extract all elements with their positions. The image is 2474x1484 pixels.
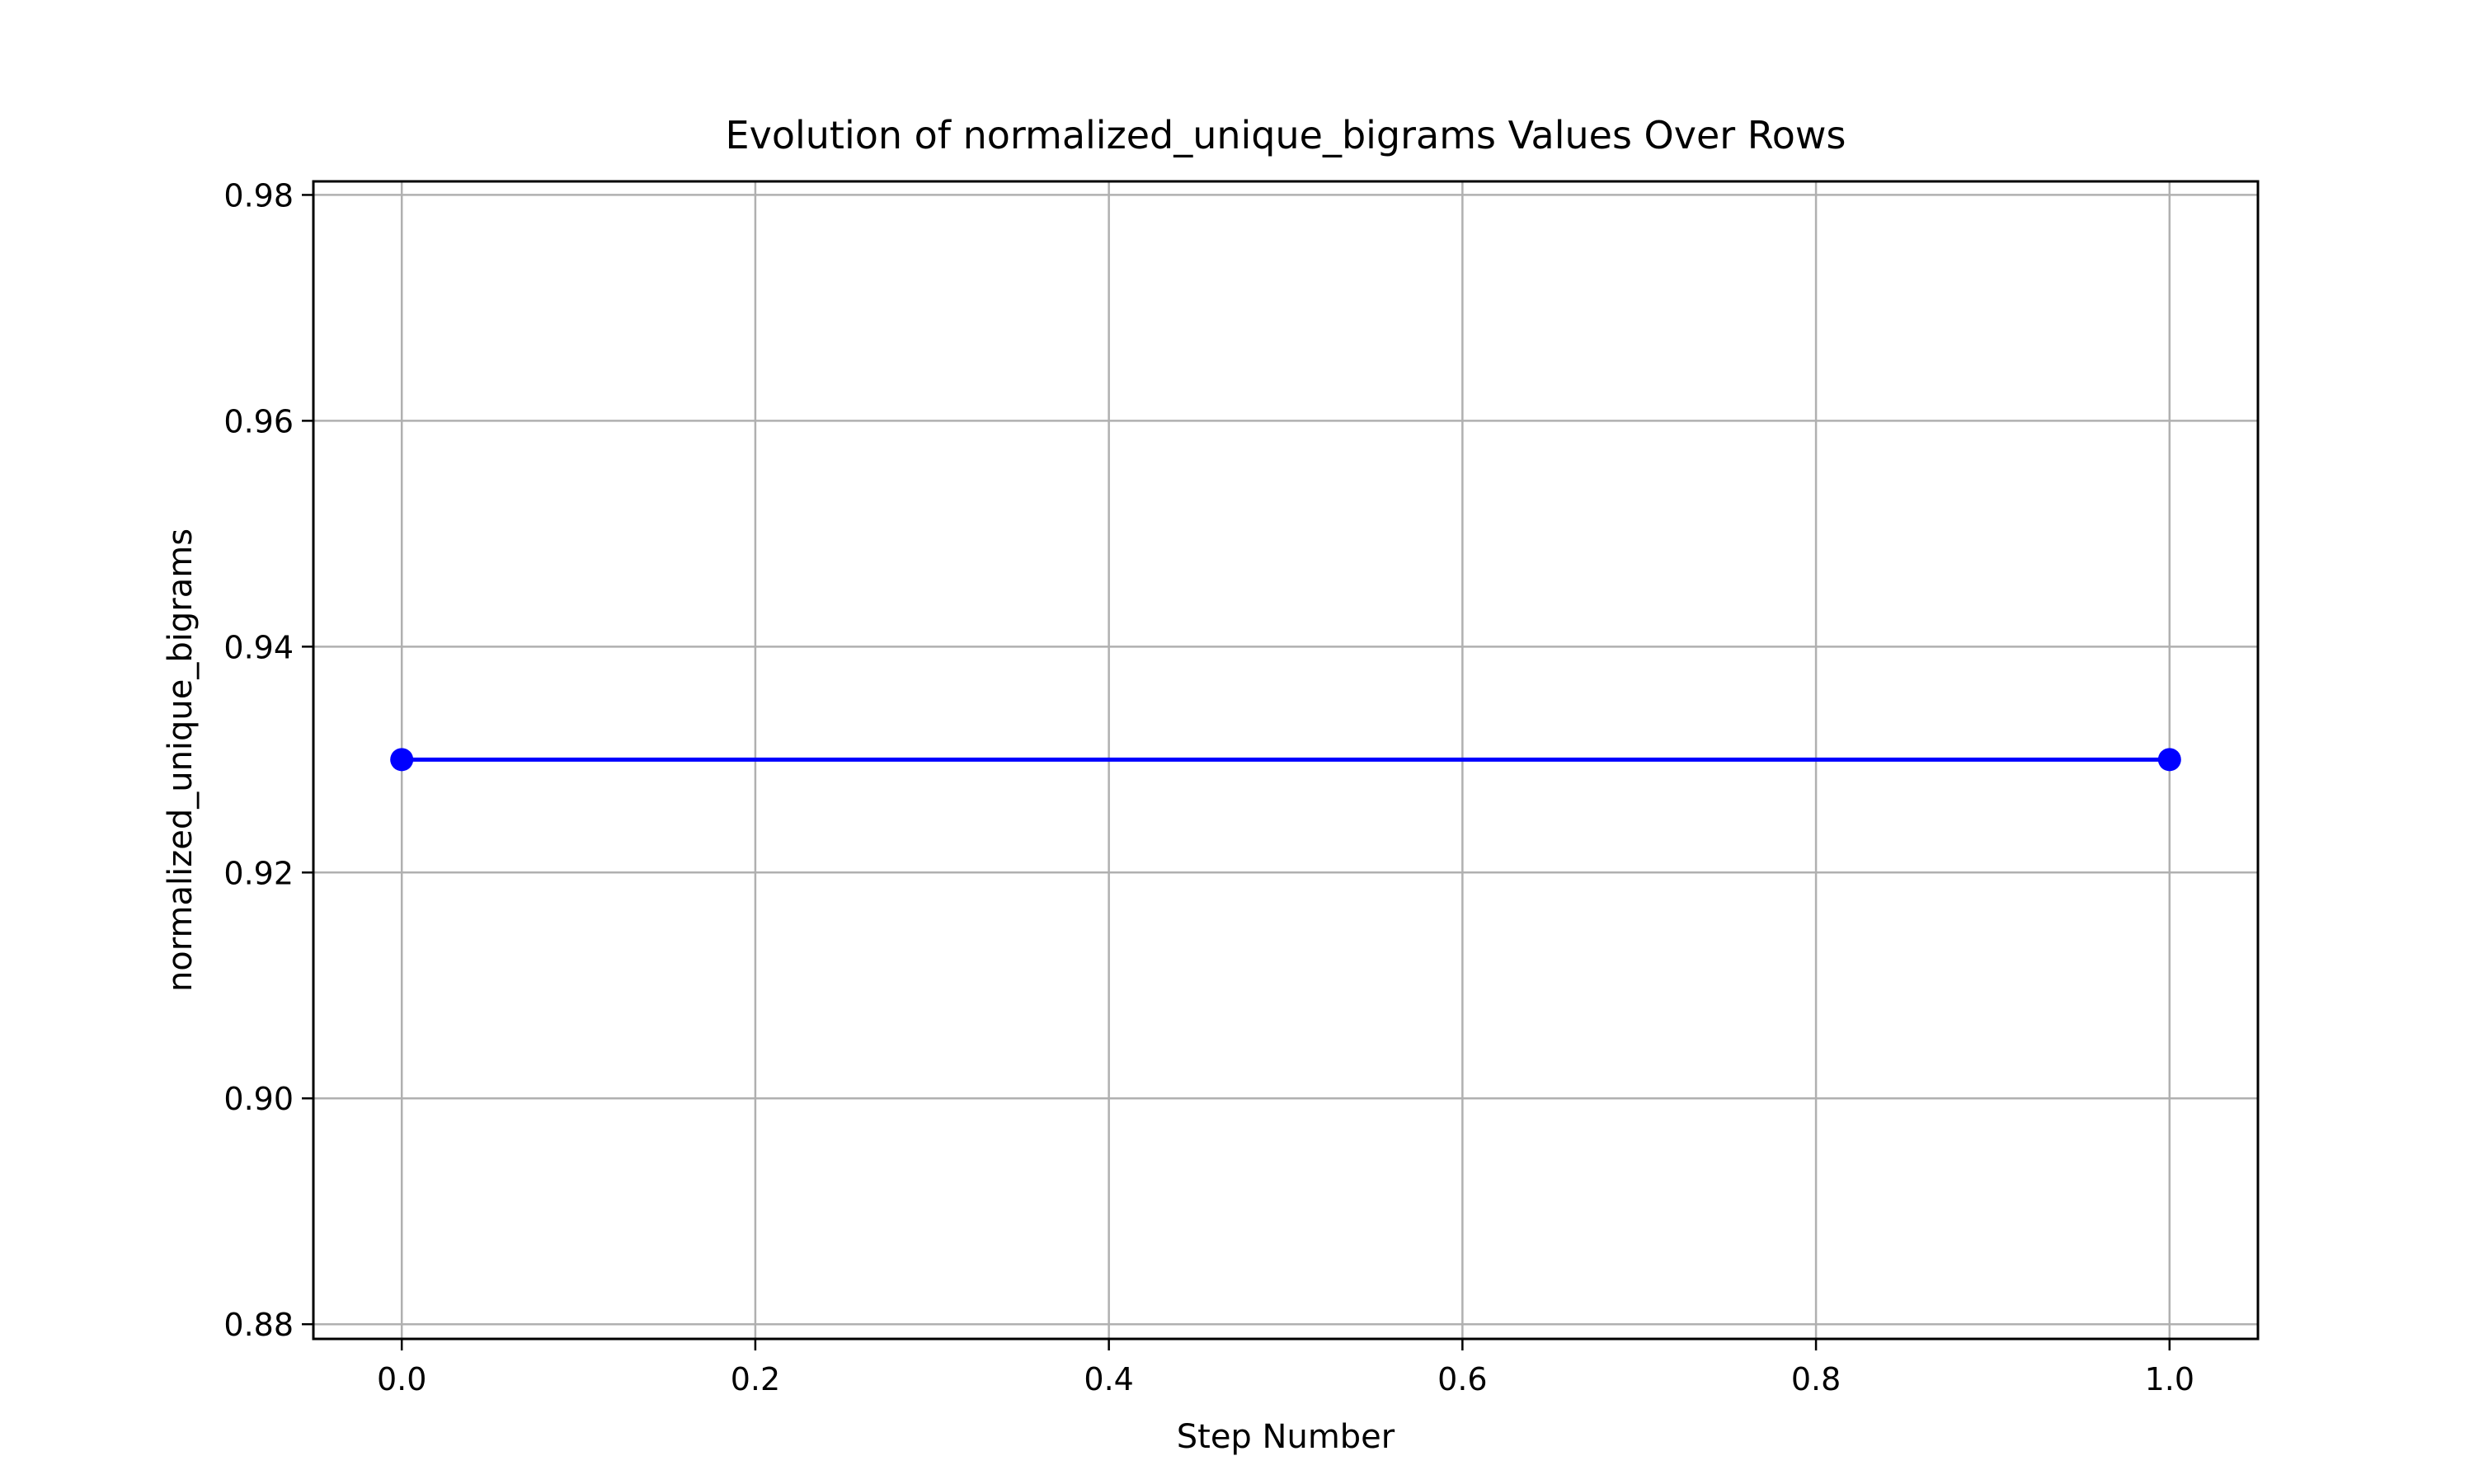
y-tick-label: 0.94 (223, 629, 294, 665)
chart-title: Evolution of normalized_unique_bigrams V… (726, 113, 1846, 157)
y-tick-label: 0.92 (223, 855, 294, 891)
data-point (390, 748, 414, 772)
x-tick-label: 0.4 (1084, 1361, 1133, 1397)
plot-area-frame (312, 180, 2260, 1341)
x-tick-label: 0.8 (1791, 1361, 1841, 1397)
y-tick-label: 0.96 (223, 403, 294, 439)
y-tick-label: 0.88 (223, 1307, 294, 1343)
y-tick-label: 0.90 (223, 1081, 294, 1117)
x-tick-label: 0.2 (731, 1361, 780, 1397)
x-tick-label: 0.6 (1437, 1361, 1487, 1397)
x-axis-label: Step Number (1177, 1418, 1395, 1456)
data-point (2157, 748, 2181, 772)
y-tick-label: 0.98 (223, 177, 294, 214)
series-layer (390, 748, 2181, 772)
x-tick-label: 0.0 (377, 1361, 426, 1397)
x-tick-label: 1.0 (2145, 1361, 2194, 1397)
y-axis-label: normalized_unique_bigrams (162, 528, 200, 992)
axis-ticks: 0.0 0.2 0.4 0.6 0.8 1.0 0.88 0.90 0.92 0.94 0.96 0.… (223, 177, 2194, 1397)
